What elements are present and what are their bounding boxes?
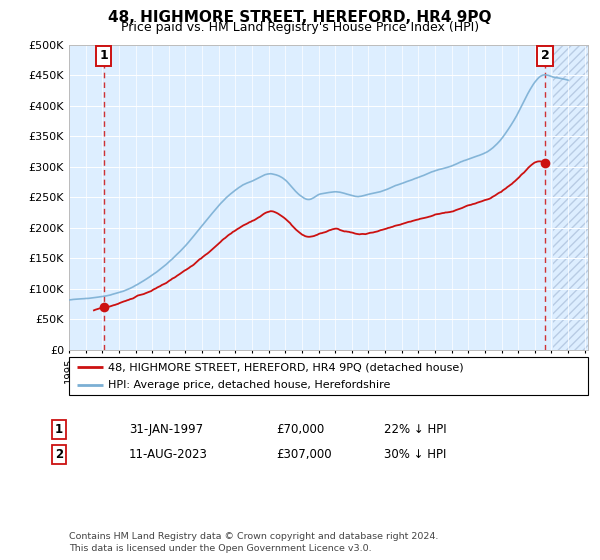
Text: 2: 2 [55, 448, 63, 461]
Text: 1: 1 [99, 49, 108, 62]
Text: 30% ↓ HPI: 30% ↓ HPI [384, 448, 446, 461]
Text: HPI: Average price, detached house, Herefordshire: HPI: Average price, detached house, Here… [108, 380, 391, 390]
Text: £307,000: £307,000 [276, 448, 332, 461]
Text: 48, HIGHMORE STREET, HEREFORD, HR4 9PQ: 48, HIGHMORE STREET, HEREFORD, HR4 9PQ [108, 10, 492, 25]
Text: 11-AUG-2023: 11-AUG-2023 [129, 448, 208, 461]
Text: 48, HIGHMORE STREET, HEREFORD, HR4 9PQ (detached house): 48, HIGHMORE STREET, HEREFORD, HR4 9PQ (… [108, 362, 464, 372]
Text: £70,000: £70,000 [276, 423, 324, 436]
Text: 2: 2 [541, 49, 550, 62]
Text: 22% ↓ HPI: 22% ↓ HPI [384, 423, 446, 436]
Text: Contains HM Land Registry data © Crown copyright and database right 2024.
This d: Contains HM Land Registry data © Crown c… [69, 533, 439, 553]
Text: 1: 1 [55, 423, 63, 436]
Bar [553, 45, 588, 350]
Text: Price paid vs. HM Land Registry's House Price Index (HPI): Price paid vs. HM Land Registry's House … [121, 21, 479, 34]
Text: 31-JAN-1997: 31-JAN-1997 [129, 423, 203, 436]
